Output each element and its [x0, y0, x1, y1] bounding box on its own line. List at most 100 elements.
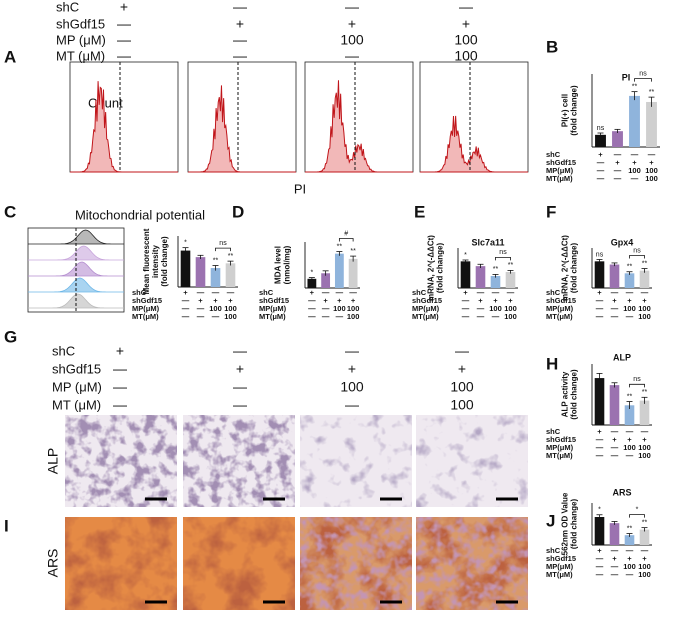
treatment-cell: + [236, 361, 244, 377]
histogram [305, 80, 413, 173]
treatment-cell: — [113, 361, 127, 377]
row-label: shC [546, 288, 561, 297]
treatment-cell: + [597, 288, 602, 297]
treatment-cell: — [611, 443, 619, 452]
treatment-cell: — [477, 288, 485, 297]
treatment-cell: + [597, 427, 602, 436]
bracket-label: ns [499, 249, 507, 256]
y-axis-label-line: mRNA, 2^(-ΔΔCt) [427, 235, 436, 301]
treatment-cell: — [322, 288, 330, 297]
row-label: MT (μM) [56, 48, 105, 63]
row-label: MP (μM) [56, 32, 106, 47]
treatment-cell: — [611, 312, 619, 321]
bar [594, 261, 605, 288]
y-axis-label-line: (fold change) [436, 243, 445, 294]
bar [307, 278, 317, 288]
alp-image [300, 415, 412, 507]
row-label: shGdf15 [52, 361, 101, 376]
treatment-cell: 100 [333, 304, 346, 313]
treatment-cell: + [348, 361, 356, 377]
treatment-cell: — [611, 570, 619, 579]
bar [334, 253, 344, 288]
row-label: MT(μM) [546, 174, 573, 183]
row-label: MT(μM) [546, 570, 573, 579]
alp-image [65, 415, 177, 507]
treatment-cell: — [626, 546, 634, 555]
treatment-cell: + [615, 158, 620, 167]
row-label: shC [132, 288, 147, 297]
treatment-cell: 100 [638, 451, 651, 460]
treatment-cell: + [310, 288, 315, 297]
treatment-cell: + [598, 150, 603, 159]
treatment-cell: + [120, 0, 128, 15]
treatment-cell: 100 [489, 304, 502, 313]
row-label: shC [56, 0, 79, 14]
bar [594, 517, 605, 545]
bracket-label: ns [639, 70, 647, 77]
bar [609, 523, 620, 545]
panel-label: J [546, 511, 555, 530]
bar [180, 250, 191, 287]
chart-title: Mitochondrial potential [75, 207, 205, 222]
chart-title: ALP [613, 352, 631, 362]
treatment-cell: + [612, 554, 617, 563]
treatment-cell: — [477, 312, 485, 321]
treatment-cell: + [458, 361, 466, 377]
treatment-cell: 100 [638, 570, 651, 579]
treatment-cell: — [596, 570, 604, 579]
histogram [70, 81, 178, 173]
treatment-cell: — [462, 304, 470, 313]
treatment-cell: — [322, 304, 330, 313]
treatment-cell: — [233, 397, 247, 413]
row-label: MT(μM) [259, 312, 286, 321]
chart-title: PI [622, 72, 631, 82]
significance-label: ** [337, 243, 343, 250]
row-label: MP(μM) [546, 304, 574, 313]
row-label: MT (μM) [52, 397, 101, 412]
y-axis-label-line: ALP activity [561, 371, 570, 417]
treatment-cell: + [337, 296, 342, 305]
row-label: MT(μM) [132, 312, 159, 321]
row-label: shGdf15 [546, 554, 576, 563]
treatment-cell: 100 [340, 32, 364, 48]
ars-image [183, 517, 295, 610]
treatment-cell: — [308, 312, 316, 321]
y-axis-label: PI(+) cell(fold change) [561, 85, 579, 136]
bar [609, 264, 620, 288]
y-axis-label-line: mRNA, 2^(-ΔΔCt) [561, 235, 570, 301]
y-axis-label-line: Mean fluorescent [142, 228, 151, 294]
treatment-cell: 100 [454, 32, 478, 48]
row-label: MT(μM) [412, 312, 439, 321]
treatment-cell: 100 [504, 304, 517, 313]
treatment-cell: — [611, 304, 619, 313]
y-axis-label: 562nm OD Value(fold change) [561, 492, 579, 555]
treatment-cell: + [642, 435, 647, 444]
treatment-cell: 100 [340, 379, 364, 395]
y-axis-label: mRNA, 2^(-ΔΔCt)(fold change) [561, 235, 579, 301]
bar [594, 378, 605, 425]
panel-label: C [4, 202, 16, 221]
treatment-cell: + [351, 296, 356, 305]
treatment-cell: — [336, 288, 344, 297]
y-axis-label-line: 562nm OD Value [561, 492, 570, 555]
y-axis-label-line: (fold change) [570, 85, 579, 136]
bracket-label: # [344, 230, 348, 237]
panel-label: H [546, 354, 558, 373]
significance-label: * [598, 507, 601, 514]
row-label: shC [546, 150, 561, 159]
treatment-cell: 100 [209, 304, 222, 313]
row-label: ALP [45, 448, 61, 474]
treatment-cell: 100 [450, 397, 474, 413]
treatment-cell: 100 [454, 48, 478, 64]
bar [210, 268, 221, 287]
treatment-cell: + [627, 554, 632, 563]
significance-label: ** [642, 519, 648, 526]
treatment-cell: — [117, 16, 131, 32]
row-label: shGdf15 [546, 158, 576, 167]
treatment-cell: — [233, 379, 247, 395]
comparison-bracket [634, 78, 652, 82]
bar [490, 276, 501, 288]
treatment-cell: 100 [623, 443, 636, 452]
treatment-cell: — [345, 397, 359, 413]
